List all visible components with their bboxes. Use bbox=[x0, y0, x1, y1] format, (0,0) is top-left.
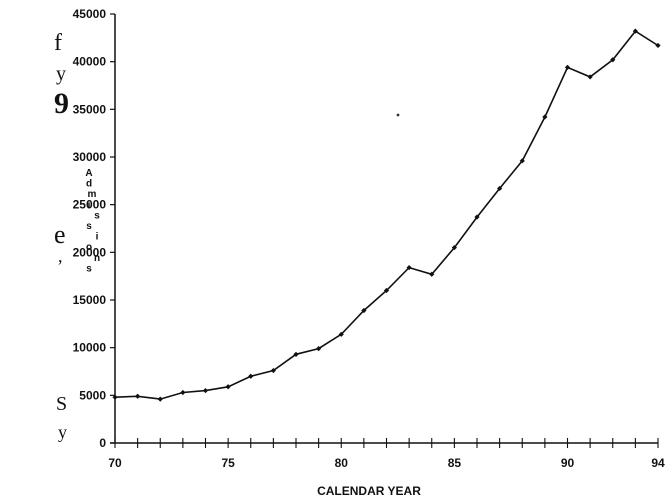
x-tick-label: 80 bbox=[335, 456, 349, 470]
y-tick-label: 20000 bbox=[73, 245, 107, 259]
data-point bbox=[135, 393, 141, 399]
data-point bbox=[587, 74, 593, 80]
data-point bbox=[451, 244, 457, 251]
y-axis-label-letter: d bbox=[86, 179, 92, 190]
y-axis-label-letter: i bbox=[88, 200, 91, 211]
data-point bbox=[497, 185, 503, 192]
y-tick-label: 35000 bbox=[73, 102, 107, 116]
y-tick-label: 15000 bbox=[73, 293, 107, 307]
data-point bbox=[655, 42, 661, 49]
x-tick-label: 94 bbox=[651, 456, 665, 470]
data-point bbox=[361, 307, 367, 314]
y-axis-ticks: 0 5000 10000 15000 20000 25000 30000 35000 40000… bbox=[73, 7, 115, 450]
margin-glyph: S bbox=[56, 393, 67, 415]
data-point bbox=[112, 394, 118, 400]
x-tick-label: 85 bbox=[448, 456, 462, 470]
data-point bbox=[157, 396, 163, 402]
margin-glyph: y bbox=[56, 63, 66, 85]
data-point bbox=[610, 57, 616, 63]
y-tick-label: 30000 bbox=[73, 150, 107, 164]
data-point bbox=[542, 114, 548, 120]
x-tick-label: 90 bbox=[561, 456, 575, 470]
data-point bbox=[316, 346, 322, 352]
x-tick-label: 70 bbox=[108, 456, 122, 470]
x-axis-ticks: 70 75 80 85 90 94 bbox=[108, 438, 665, 470]
data-point bbox=[202, 387, 209, 394]
margin-text: f y 9 e , S y bbox=[54, 30, 69, 442]
y-tick-label: 5000 bbox=[79, 388, 106, 402]
series-line bbox=[114, 30, 659, 400]
data-point bbox=[632, 28, 638, 34]
data-point bbox=[338, 331, 344, 337]
y-axis-label-letter: o bbox=[86, 242, 92, 253]
margin-glyph: e bbox=[54, 220, 66, 249]
data-point bbox=[474, 214, 480, 220]
y-axis-label-letter: m bbox=[88, 189, 97, 200]
data-point bbox=[225, 384, 231, 390]
data-point bbox=[519, 158, 525, 164]
x-tick-label: 75 bbox=[221, 456, 235, 470]
margin-glyph: , bbox=[58, 246, 63, 266]
y-tick-label: 0 bbox=[99, 436, 106, 450]
y-axis-label-letter: n bbox=[94, 253, 100, 264]
data-point bbox=[383, 287, 390, 294]
y-axis-label-letter: s bbox=[86, 221, 92, 232]
margin-glyph: f bbox=[54, 30, 62, 56]
data-point bbox=[248, 373, 254, 379]
margin-glyph: y bbox=[58, 422, 67, 442]
data-point bbox=[293, 351, 299, 357]
data-point bbox=[429, 271, 435, 277]
y-tick-label: 45000 bbox=[73, 7, 107, 21]
scan-speck bbox=[396, 113, 400, 117]
x-axis-label: CALENDAR YEAR bbox=[317, 484, 421, 498]
y-tick-label: 10000 bbox=[73, 341, 107, 355]
margin-glyph: 9 bbox=[54, 87, 69, 120]
data-point bbox=[180, 389, 186, 396]
data-point bbox=[270, 367, 276, 374]
data-point bbox=[564, 64, 571, 70]
data-points bbox=[112, 28, 661, 402]
y-tick-label: 25000 bbox=[73, 198, 107, 212]
y-axis-label-letter: s bbox=[86, 263, 92, 274]
y-axis-label-letter: i bbox=[96, 232, 99, 243]
y-tick-label: 40000 bbox=[73, 55, 107, 69]
y-axis-label-letter: s bbox=[94, 210, 100, 221]
data-point bbox=[406, 264, 412, 271]
y-axis-label-letter: A bbox=[85, 168, 92, 179]
